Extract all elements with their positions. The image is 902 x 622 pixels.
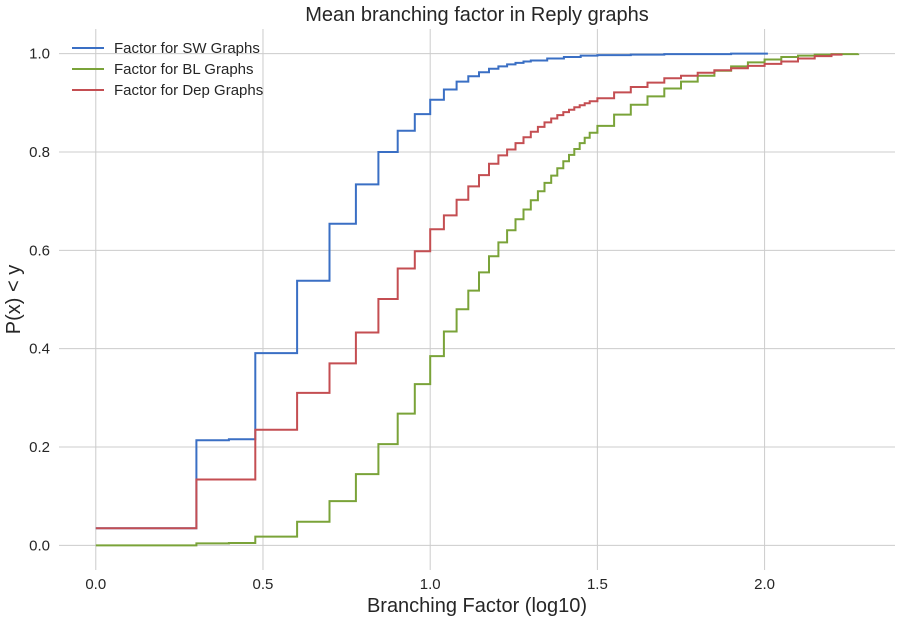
- y-tick-label: 0.0: [29, 537, 50, 554]
- x-axis-title: Branching Factor (log10): [367, 595, 587, 617]
- x-tick-label: 1.0: [420, 576, 441, 593]
- y-tick-label: 0.6: [29, 242, 50, 259]
- legend-label: Factor for SW Graphs: [114, 40, 260, 57]
- y-axis-title: P(x) < y: [3, 265, 25, 334]
- series-line-2: [95, 53, 843, 530]
- x-tick-label: 0.5: [253, 576, 274, 593]
- plot-area-background: [59, 29, 895, 570]
- x-tick-label: 0.0: [85, 576, 106, 593]
- y-tick-label: 1.0: [29, 46, 50, 63]
- tick-labels: 0.0 0.5 1.0 1.5 2.0 0.0 0.2 0.4 0.6 0.8 1.0: [29, 46, 775, 593]
- series-lines: [95, 52, 860, 547]
- legend: Factor for SW Graphs Factor for BL Graphs…: [72, 40, 263, 99]
- chart-title: Mean branching factor in Reply graphs: [305, 4, 649, 26]
- grid-lines: [59, 29, 895, 570]
- legend-label: Factor for Dep Graphs: [114, 82, 263, 99]
- y-tick-label: 0.4: [29, 341, 50, 358]
- legend-label: Factor for BL Graphs: [114, 61, 254, 78]
- x-tick-label: 2.0: [754, 576, 775, 593]
- x-tick-label: 1.5: [587, 576, 608, 593]
- series-line-0: [95, 52, 768, 530]
- y-tick-label: 0.2: [29, 439, 50, 456]
- y-tick-label: 0.8: [29, 144, 50, 161]
